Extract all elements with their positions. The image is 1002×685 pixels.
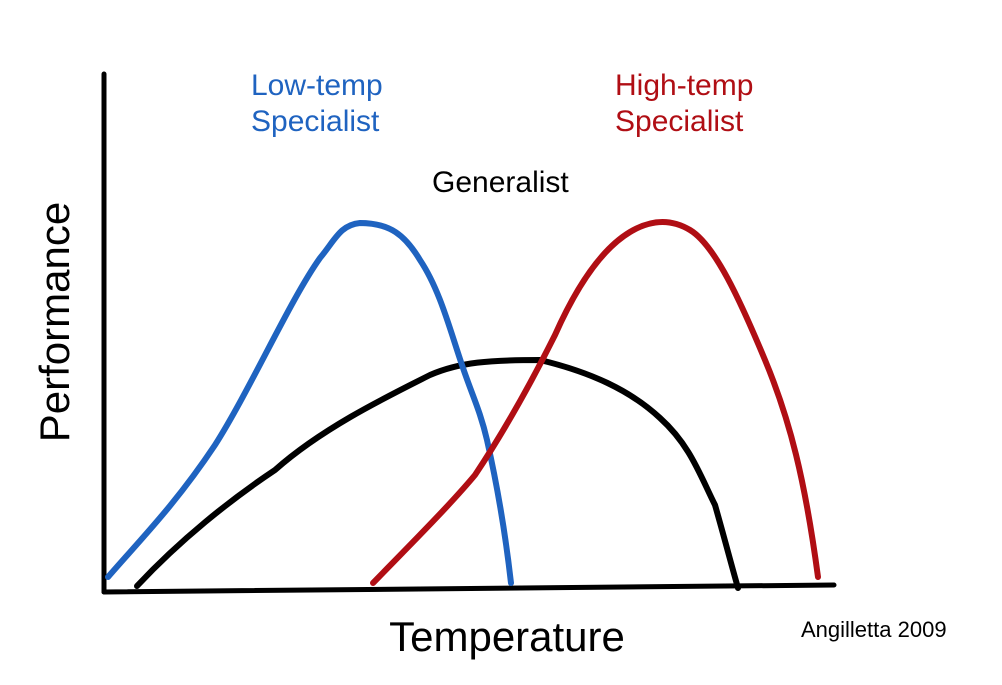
- high-temp-specialist-label: High-temp Specialist: [615, 68, 753, 140]
- generalist-label-text: Generalist: [432, 166, 569, 199]
- low-temp-specialist-curve: [105, 220, 514, 586]
- y-axis-title: Performance: [30, 201, 78, 443]
- low-temp-label-line2: Specialist: [251, 105, 380, 138]
- x-axis-line: [101, 582, 837, 595]
- high-temp-label-line1: High-temp: [615, 69, 754, 102]
- generalist-label: Generalist: [432, 165, 569, 201]
- citation-text: Angilletta 2009: [801, 617, 947, 642]
- high-temp-label-line2: Specialist: [615, 105, 744, 138]
- low-temp-label-line1: Low-temp: [251, 69, 383, 102]
- generalist-curve: [134, 357, 741, 591]
- high-temp-specialist-curve: [370, 218, 821, 586]
- x-axis-title: Temperature: [389, 613, 625, 660]
- low-temp-specialist-label: Low-temp Specialist: [251, 68, 383, 140]
